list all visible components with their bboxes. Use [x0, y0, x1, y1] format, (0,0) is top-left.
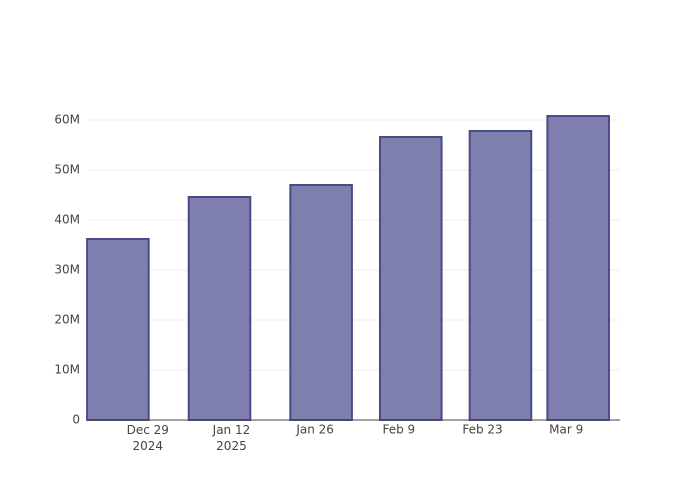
bar	[187, 196, 252, 421]
x-tick-label: Mar 9	[549, 423, 583, 437]
bar	[379, 136, 443, 421]
bar	[468, 130, 533, 421]
bar	[289, 184, 353, 421]
y-tick-label: 10M	[54, 363, 80, 377]
y-tick-label: 30M	[54, 263, 80, 277]
x-tick-label: Jan 12 2025	[212, 423, 251, 453]
y-tick-label: 0	[72, 413, 80, 427]
bar	[86, 238, 150, 421]
x-tick-label: Feb 9	[382, 423, 415, 437]
y-tick-label: 60M	[54, 113, 80, 127]
x-tick-label: Dec 29 2024	[127, 423, 169, 453]
y-tick-label: 20M	[54, 313, 80, 327]
y-tick-label: 50M	[54, 163, 80, 177]
bar	[546, 115, 610, 421]
x-tick-label: Jan 26	[295, 423, 334, 437]
x-tick-label: Feb 23	[462, 423, 502, 437]
y-tick-label: 40M	[54, 213, 80, 227]
